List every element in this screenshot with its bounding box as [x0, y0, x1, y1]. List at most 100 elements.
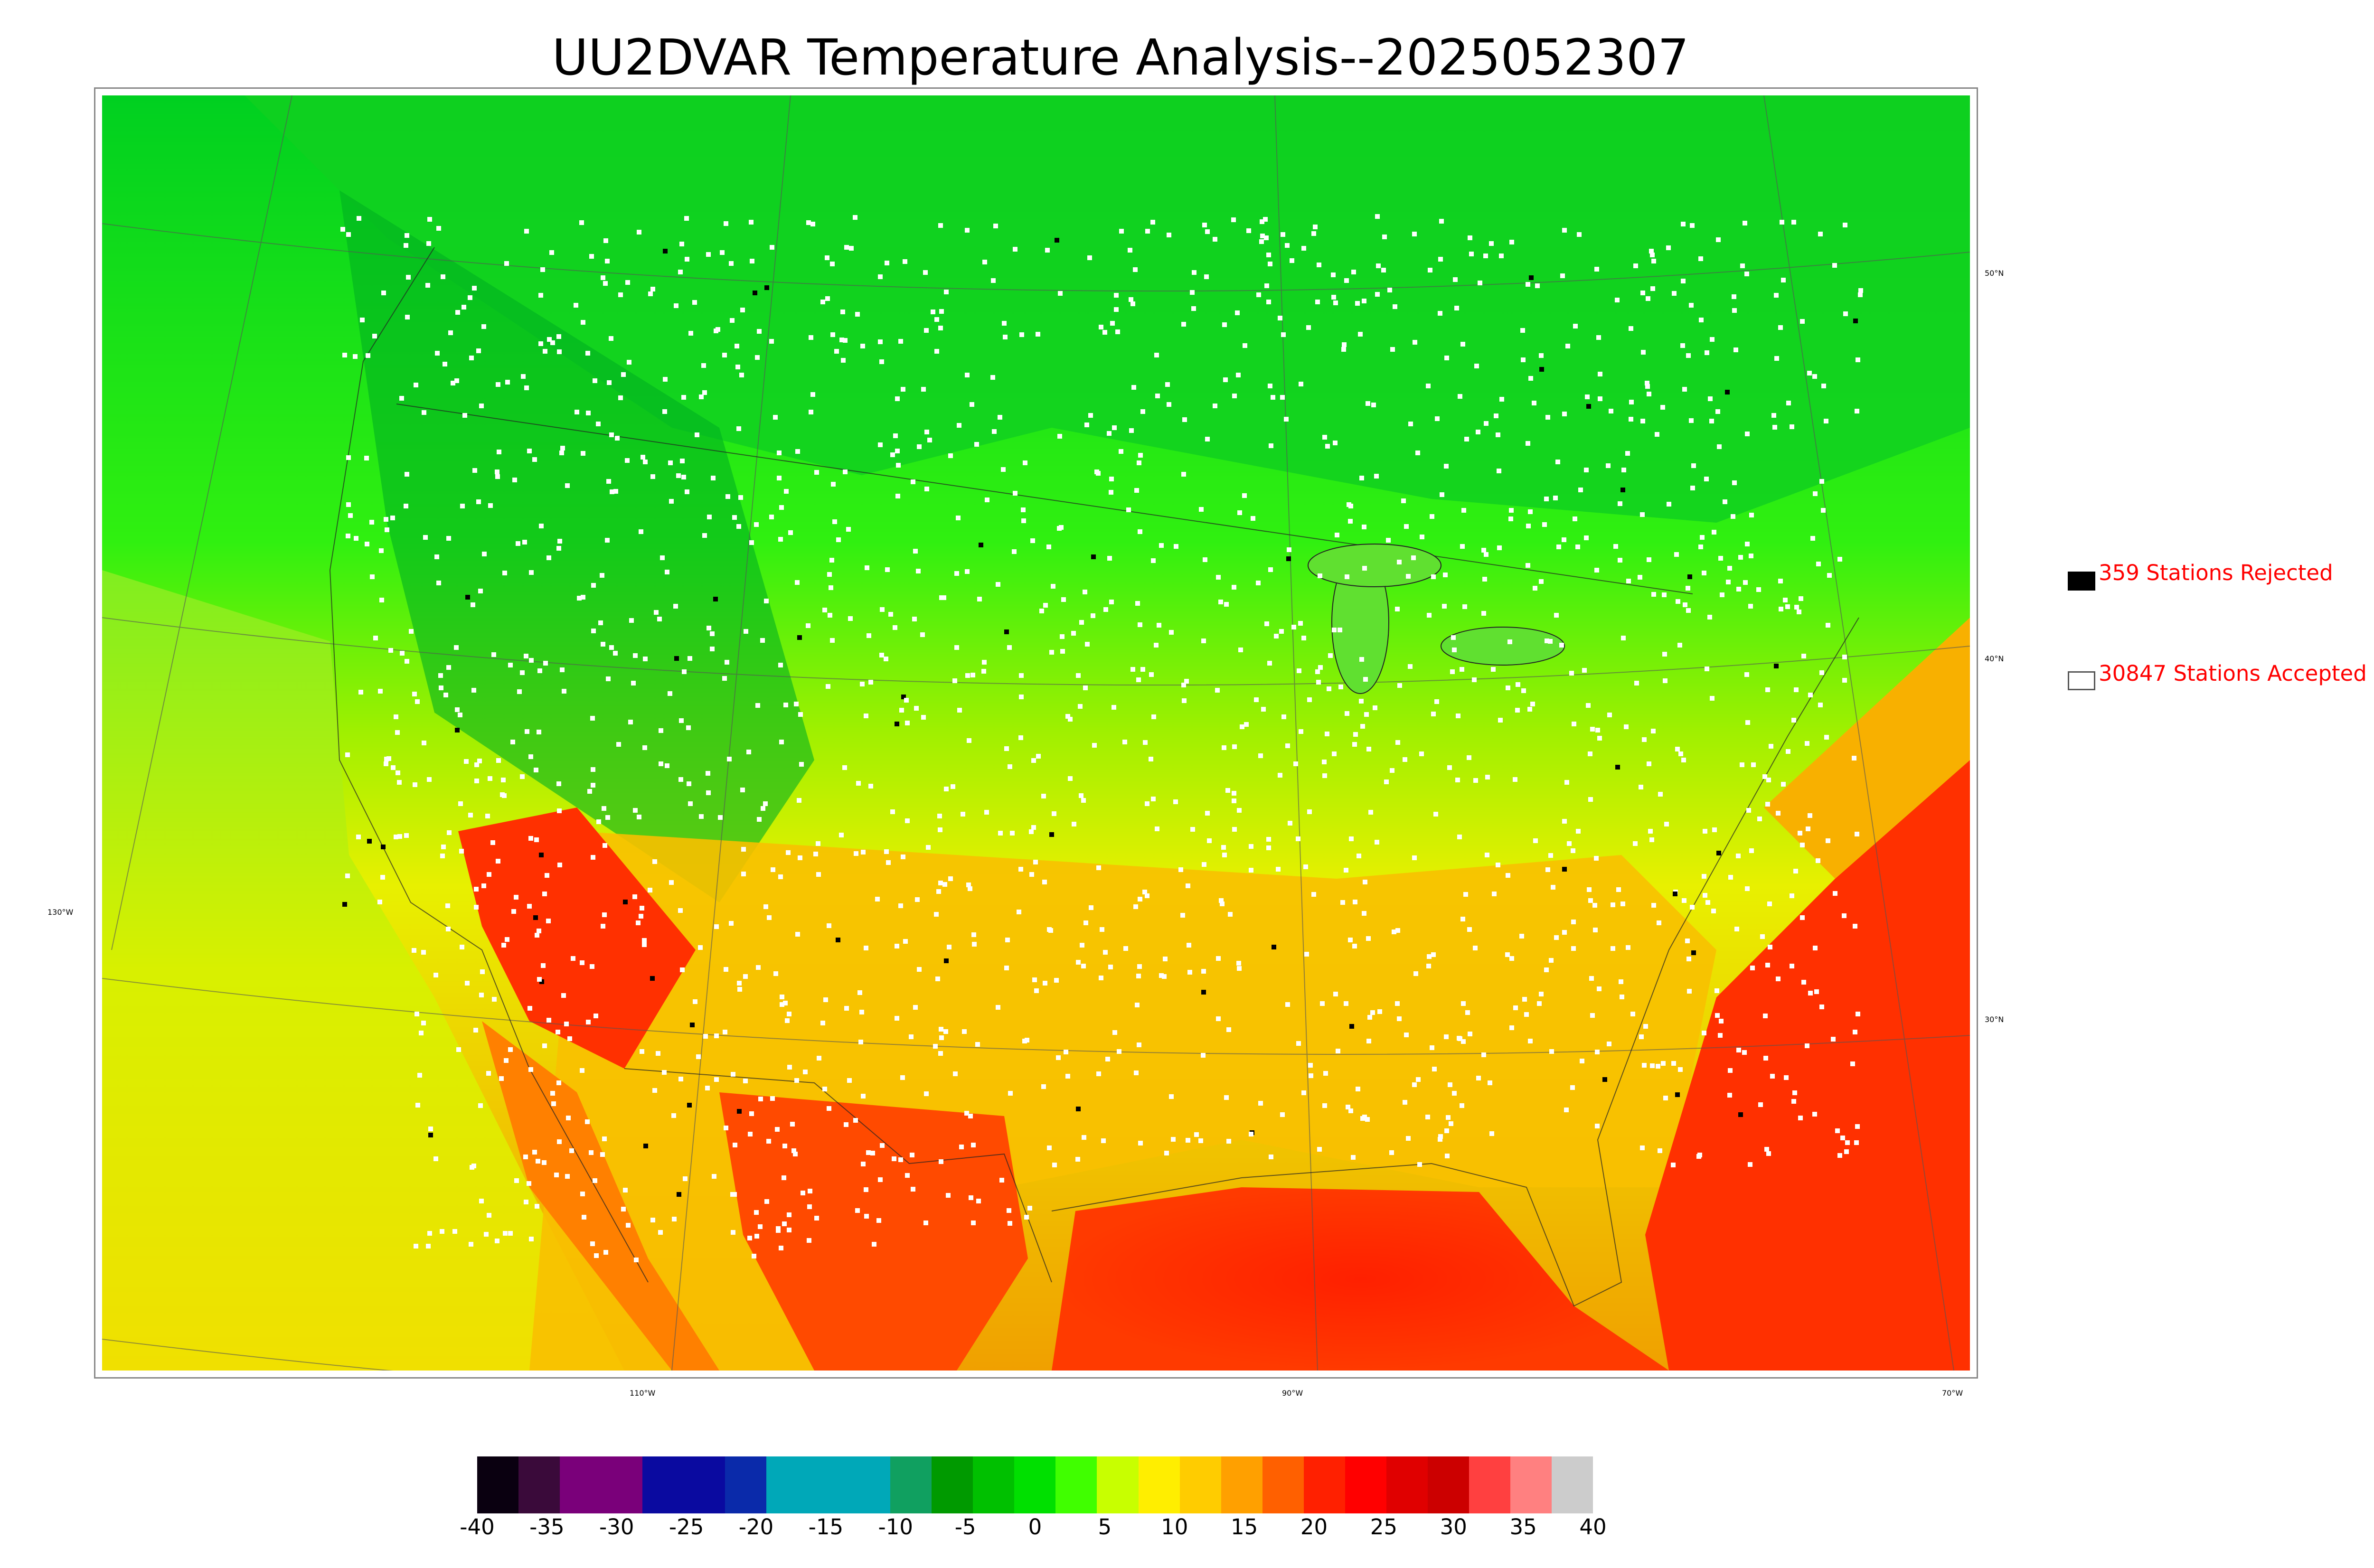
station-marker: [446, 536, 451, 541]
station-marker: [1360, 724, 1365, 729]
station-marker: [1642, 737, 1647, 742]
station-marker: [1855, 832, 1859, 836]
station-marker: [1390, 768, 1394, 773]
station-marker: [1315, 669, 1320, 674]
station-marker: [1509, 956, 1514, 961]
station-marker: [1498, 718, 1503, 723]
station-marker: [1745, 432, 1750, 436]
station-marker: [1377, 1009, 1382, 1014]
station-marker: [924, 328, 929, 333]
station-marker: [1382, 235, 1387, 239]
station-marker: [976, 1199, 981, 1203]
station-marker: [1112, 705, 1116, 710]
station-marker: [527, 904, 532, 909]
station-marker: [511, 909, 516, 914]
station-marker: [1425, 1115, 1430, 1119]
station-marker: [718, 815, 723, 820]
station-marker: [1280, 1112, 1285, 1117]
station-marker: [1781, 278, 1786, 282]
station-marker: [677, 1192, 681, 1197]
colorbar-segment: [1510, 1456, 1552, 1513]
station-marker: [1278, 316, 1282, 320]
station-marker: [1226, 1027, 1231, 1032]
station-marker: [1620, 901, 1625, 906]
station-marker: [1356, 1087, 1360, 1091]
station-marker: [744, 629, 748, 634]
station-marker: [1243, 343, 1247, 348]
station-marker: [1164, 1151, 1169, 1155]
station-marker: [487, 1213, 491, 1218]
station-marker: [1138, 622, 1142, 627]
station-marker: [893, 625, 897, 630]
station-marker: [643, 460, 648, 464]
station-marker: [1338, 685, 1343, 689]
station-marker: [1366, 747, 1371, 751]
station-marker: [1507, 639, 1512, 644]
station-marker: [1562, 930, 1567, 935]
station-marker: [780, 1002, 784, 1007]
station-marker: [415, 699, 420, 704]
station-marker: [405, 659, 409, 664]
station-marker: [1101, 1138, 1106, 1143]
station-marker: [905, 818, 910, 823]
station-marker: [706, 252, 711, 257]
station-marker: [1572, 722, 1576, 726]
station-marker: [358, 690, 363, 695]
station-marker: [900, 1075, 905, 1080]
station-marker: [1013, 491, 1017, 496]
station-marker: [864, 714, 868, 718]
station-marker: [1278, 773, 1282, 778]
station-marker: [479, 993, 484, 997]
station-marker: [1109, 477, 1114, 481]
station-marker: [1375, 292, 1380, 297]
station-marker: [1505, 952, 1510, 957]
station-marker: [540, 267, 545, 272]
station-marker: [1732, 480, 1737, 485]
station-marker: [828, 613, 832, 618]
station-marker: [427, 1231, 432, 1236]
station-marker: [1781, 782, 1786, 787]
station-marker: [705, 1086, 710, 1090]
station-marker: [1588, 797, 1593, 802]
station-marker: [687, 781, 691, 786]
station-marker: [1681, 279, 1686, 283]
station-marker: [779, 1246, 783, 1250]
station-marker: [1349, 1024, 1354, 1029]
station-marker: [1052, 811, 1056, 816]
station-marker: [1131, 385, 1136, 390]
station-marker: [1539, 367, 1544, 372]
station-marker: [1712, 827, 1717, 832]
station-marker: [757, 329, 762, 334]
station-marker: [1207, 838, 1212, 843]
station-marker: [1365, 1117, 1370, 1122]
station-marker: [492, 997, 497, 1002]
station-marker: [1715, 409, 1720, 414]
station-marker: [1307, 697, 1312, 702]
station-marker: [522, 540, 527, 545]
station-marker: [1609, 409, 1613, 413]
station-marker: [797, 798, 801, 803]
station-marker: [1201, 1053, 1206, 1058]
station-marker: [1522, 997, 1527, 1002]
station-marker: [663, 249, 668, 254]
station-marker: [1335, 533, 1339, 537]
station-marker: [537, 929, 541, 933]
station-marker: [353, 354, 358, 359]
station-marker: [417, 1073, 422, 1078]
station-marker: [1748, 1162, 1752, 1167]
station-marker: [942, 595, 946, 600]
station-marker: [656, 1051, 660, 1056]
station-marker: [903, 259, 907, 264]
station-marker: [1135, 1003, 1140, 1007]
station-marker: [1745, 886, 1750, 891]
station-marker: [1449, 1121, 1453, 1126]
station-marker: [1545, 415, 1550, 420]
station-marker: [956, 516, 961, 520]
station-marker: [1154, 353, 1159, 357]
station-marker: [455, 728, 460, 732]
station-marker: [975, 1042, 980, 1047]
station-marker: [455, 707, 460, 712]
station-marker: [1192, 270, 1196, 275]
station-marker: [970, 402, 974, 407]
station-marker: [884, 657, 888, 661]
